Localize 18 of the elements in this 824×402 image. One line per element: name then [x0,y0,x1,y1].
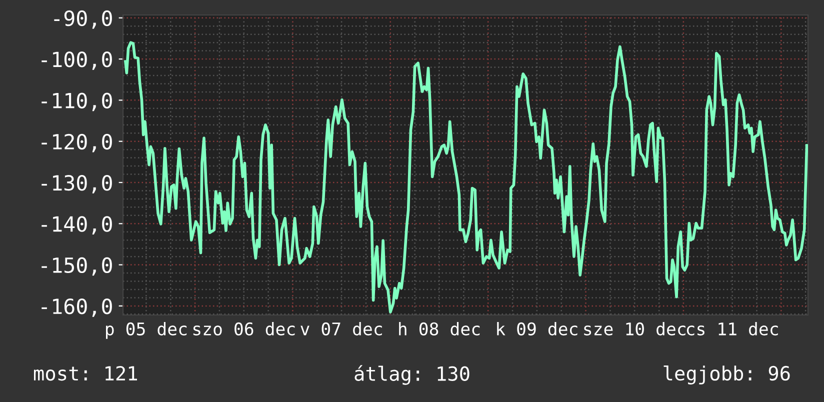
y-tick-label: -130,0 [42,175,112,194]
y-tick-label: -140,0 [42,216,112,235]
y-tick-label: -100,0 [42,52,112,70]
text: most: 121 [34,366,137,381]
x-tick-label: v 07 dec [300,322,382,336]
y-tick-label: -90,0 [54,10,112,29]
text: legjobb: 96 [664,365,790,385]
y-tick-label: -110,0 [42,92,112,112]
x-tick-label: p 05 dec [106,322,187,339]
y-tick-label: -150,0 [42,257,112,276]
text: átlag: 130 [354,365,470,385]
x-tick-label: h 08 dec [399,322,480,336]
x-tick-label: szo 06 dec [193,322,295,336]
x-tick-label: sze 10 dec [584,322,686,336]
x-tick-label: cs 11 dec [686,322,778,336]
y-tick-label: -160,0 [42,298,112,317]
y-tick-label: -120,0 [42,134,112,152]
x-tick-label: k 09 dec [497,322,578,336]
